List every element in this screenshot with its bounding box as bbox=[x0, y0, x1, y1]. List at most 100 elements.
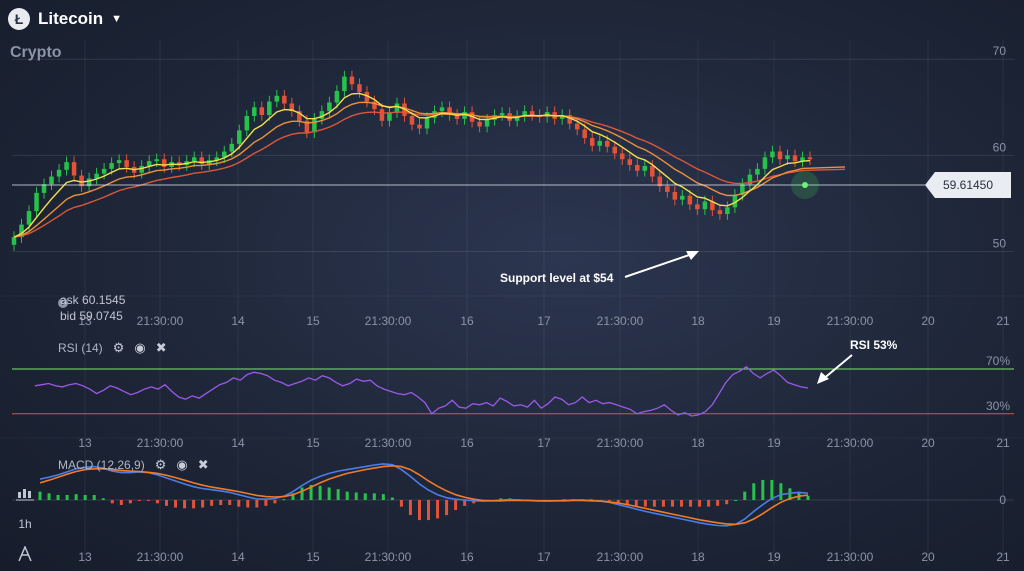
candle-body bbox=[274, 95, 280, 102]
candle-body bbox=[222, 151, 227, 158]
x-tick-label: 21:30:00 bbox=[365, 550, 412, 564]
macd-histogram-bar bbox=[408, 500, 412, 516]
x-tick-label: 18 bbox=[691, 314, 705, 328]
candle-body bbox=[807, 157, 813, 160]
candle-body bbox=[770, 151, 775, 158]
gear-icon[interactable]: ⚙ bbox=[154, 457, 167, 472]
x-tick-label: 14 bbox=[231, 550, 245, 564]
macd-histogram-bar bbox=[128, 500, 132, 504]
x-tick-label: 17 bbox=[537, 436, 551, 450]
eye-icon[interactable]: ◉ bbox=[134, 340, 146, 355]
candle-body bbox=[199, 157, 204, 165]
macd-histogram-bar bbox=[652, 500, 656, 507]
candle-body bbox=[161, 159, 167, 167]
macd-histogram-bar bbox=[300, 487, 304, 500]
x-tick-label: 19 bbox=[767, 314, 781, 328]
candle-body bbox=[424, 117, 430, 129]
macd-histogram-bar bbox=[680, 500, 684, 507]
bid-value: 59.0745 bbox=[79, 309, 123, 323]
eye-icon[interactable]: ◉ bbox=[176, 457, 188, 472]
litecoin-icon: Ł bbox=[8, 8, 30, 30]
x-tick-label: 18 bbox=[691, 436, 705, 450]
candle-body bbox=[252, 107, 257, 116]
macd-histogram-bar bbox=[634, 500, 638, 506]
close-icon[interactable]: ✖ bbox=[197, 457, 209, 472]
candle-body bbox=[139, 165, 144, 173]
x-tick-label: 21:30:00 bbox=[365, 436, 412, 450]
drawing-tool-icon[interactable] bbox=[12, 542, 38, 566]
macd-histogram-bar bbox=[155, 500, 159, 504]
x-tick-label: 16 bbox=[460, 436, 474, 450]
macd-indicator-label: MACD (12,26,9) ⚙ ◉ ✖ bbox=[58, 457, 209, 473]
candle-body bbox=[484, 119, 490, 127]
candle-body bbox=[34, 192, 39, 212]
candles-chart-type-icon[interactable] bbox=[12, 482, 38, 506]
macd-histogram-bar bbox=[390, 497, 394, 500]
candle-body bbox=[620, 153, 625, 160]
support-arrow-head bbox=[686, 251, 699, 260]
candle-body bbox=[800, 157, 805, 162]
macd-histogram-bar bbox=[47, 493, 51, 500]
macd-histogram-bar bbox=[56, 494, 60, 500]
candle-body bbox=[567, 115, 572, 124]
macd-histogram-bar bbox=[273, 500, 277, 504]
support-arrow-line bbox=[624, 252, 696, 278]
candle-body bbox=[289, 103, 295, 112]
macd-histogram-bar bbox=[246, 500, 250, 508]
candle-body bbox=[267, 101, 272, 115]
x-tick-label: 13 bbox=[78, 550, 92, 564]
candle-body bbox=[477, 121, 482, 127]
candle-body bbox=[462, 112, 467, 119]
macd-histogram-bar bbox=[499, 498, 503, 500]
macd-histogram-bar bbox=[201, 500, 205, 508]
macd-histogram-bar bbox=[417, 500, 421, 521]
rsi-arrow-line bbox=[821, 354, 853, 381]
candle-body bbox=[304, 120, 310, 133]
x-tick-label: 20 bbox=[921, 314, 935, 328]
macd-histogram-bar bbox=[38, 491, 42, 500]
macd-histogram-bar bbox=[770, 479, 774, 500]
candle-body bbox=[41, 184, 47, 193]
macd-histogram-bar bbox=[219, 500, 223, 506]
candle-body bbox=[702, 201, 708, 210]
x-tick-label: 16 bbox=[460, 550, 474, 564]
candle-body bbox=[529, 111, 535, 115]
candle-body bbox=[717, 210, 723, 215]
candle-body bbox=[792, 155, 798, 162]
current-price: 59.61450 bbox=[942, 178, 994, 192]
x-tick-label: 21:30:00 bbox=[827, 314, 874, 328]
page-title: Litecoin bbox=[38, 9, 104, 28]
candle-body bbox=[725, 207, 730, 215]
candle-body bbox=[282, 95, 287, 104]
timeframe-button[interactable]: 1h bbox=[18, 517, 32, 531]
candle-body bbox=[19, 224, 24, 238]
candle-body bbox=[499, 113, 505, 115]
macd-histogram-bar bbox=[83, 494, 87, 500]
macd-histogram-bar bbox=[264, 500, 268, 506]
chevron-down-icon[interactable]: ▼ bbox=[111, 13, 123, 25]
candle-body bbox=[642, 165, 648, 171]
instrument-header[interactable]: Ł Litecoin ▼ bbox=[8, 8, 122, 30]
macd-histogram-bar bbox=[65, 494, 69, 500]
candle-body bbox=[514, 115, 520, 121]
x-tick-label: 21:30:00 bbox=[137, 314, 184, 328]
gear-icon[interactable]: ⚙ bbox=[112, 340, 125, 355]
macd-histogram-bar bbox=[454, 500, 458, 511]
candle-body bbox=[635, 165, 640, 171]
x-tick-label: 21:30:00 bbox=[137, 436, 184, 450]
candle-body bbox=[627, 159, 633, 165]
macd-histogram-bar bbox=[625, 500, 629, 506]
candle-body bbox=[559, 115, 565, 119]
rsi-level-label-lower: 30% bbox=[986, 399, 1010, 413]
bid-label: bid bbox=[60, 309, 77, 323]
candle-body bbox=[372, 101, 377, 110]
help-icon[interactable]: ? bbox=[58, 298, 68, 308]
rsi-indicator-label: RSI (14) ⚙ ◉ ✖ bbox=[58, 340, 167, 356]
macd-histogram-bar bbox=[788, 488, 792, 500]
macd-histogram-bar bbox=[372, 493, 376, 500]
ask-value: 60.1545 bbox=[82, 293, 126, 307]
close-icon[interactable]: ✖ bbox=[155, 340, 167, 355]
x-tick-label: 17 bbox=[537, 314, 551, 328]
macd-signal-line bbox=[39, 464, 809, 526]
